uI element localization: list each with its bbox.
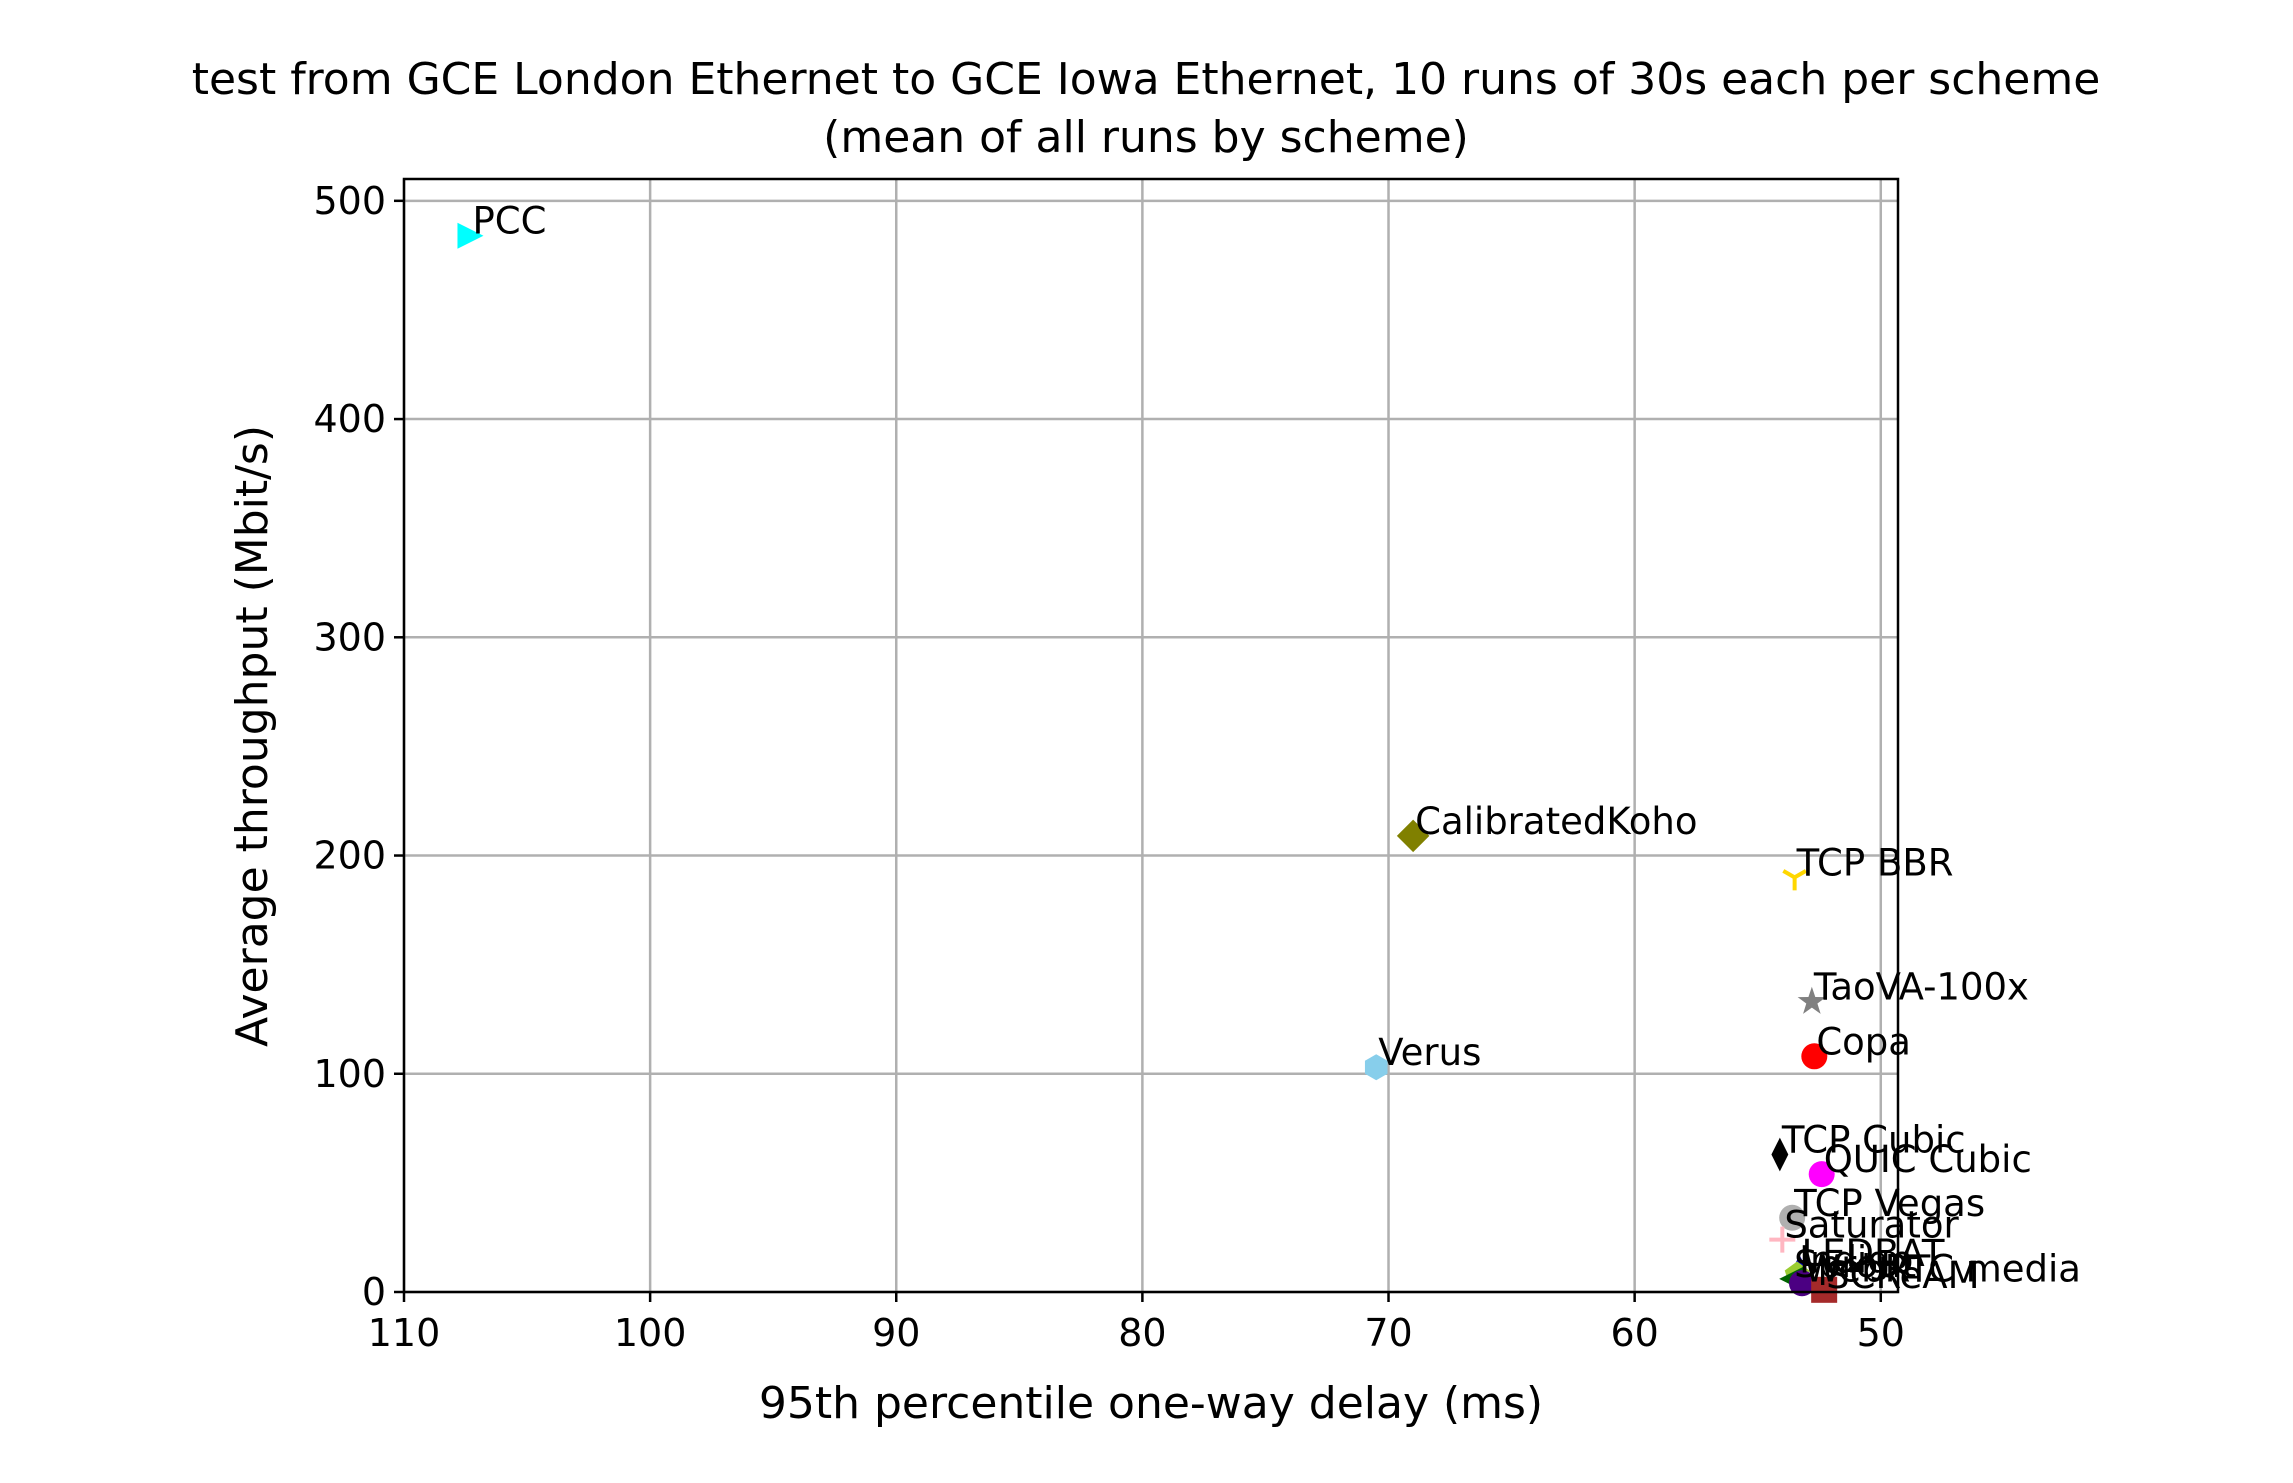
x-tick-label-60: 60 [1610,1311,1658,1355]
point-scream [1811,1276,1838,1303]
y-tick-label-200: 200 [313,834,386,878]
x-tick-label-110: 110 [368,1311,441,1355]
point-label-calibratedkoho: CalibratedKoho [1415,800,1697,843]
grid-layer [402,179,1898,1294]
points-layer [457,222,1838,1303]
point-label-quic-cubic: QUIC Cubic [1824,1138,2032,1181]
point-webrtc-media [1789,1270,1816,1297]
point-taova-100x [1797,986,1827,1014]
plot-frame [402,177,1900,1294]
y-tick-label-100: 100 [313,1052,386,1096]
point-tcp-bbr-arm3 [1793,869,1807,880]
y-tick-label-500: 500 [313,179,386,223]
point-label-tcp-cubic: TCP Cubic [1781,1119,1966,1162]
point-label-webrtc-media: WebRTC media [1804,1247,2081,1290]
point-verus [1364,1054,1388,1081]
x-tick-label-80: 80 [1118,1311,1166,1355]
point-calibratedkoho [1396,819,1430,853]
chart-subtitle: (mean of all runs by scheme) [823,112,1469,163]
point-label-scream: SCReAM [1826,1254,1979,1297]
point-copa [1801,1043,1828,1070]
point-pcc [457,222,484,249]
point-label-sprout: Sprout [1794,1243,1916,1286]
x-tick-label-50: 50 [1857,1311,1905,1355]
y-axis-label: Average throughput (Mbit/s) [227,425,278,1047]
point-label-saturator: Saturator [1784,1204,1959,1247]
point-label-pcc: PCC [472,200,546,243]
y-tick-label-0: 0 [362,1270,386,1314]
point-label-tcp-bbr: TCP BBR [1796,841,1954,884]
chart-title: test from GCE London Ethernet to GCE Iow… [192,54,2101,105]
labels-layer: PCC CalibratedKoho TCP BBR TaoVA-100x Copa Ve… [472,200,2081,1297]
x-tick-label-70: 70 [1364,1311,1412,1355]
point-label-indigo: Indigo [1799,1239,1913,1282]
point-label-taova-100x: TaoVA-100x [1813,966,2029,1009]
point-tcp-vegas [1779,1204,1806,1231]
x-tick-label-90: 90 [872,1311,920,1355]
point-tcp-bbr [1782,869,1807,891]
x-tick-label-100: 100 [614,1311,687,1355]
point-label-tcp-vegas: TCP Vegas [1793,1182,1985,1225]
point-tcp-cubic [1771,1137,1789,1172]
y-tick-label-400: 400 [313,397,386,441]
point-quic-cubic [1808,1161,1835,1188]
point-label-copa: Copa [1816,1020,1911,1063]
point-saturator [1769,1226,1796,1253]
point-tcp-bbr-arm2 [1782,869,1796,880]
point-label-ledbat: LEDBAT [1802,1232,1945,1275]
y-tick-label-300: 300 [313,615,386,659]
point-label-verus: Verus [1378,1031,1481,1074]
x-axis-label: 95th percentile one-way delay (ms) [759,1378,1543,1429]
